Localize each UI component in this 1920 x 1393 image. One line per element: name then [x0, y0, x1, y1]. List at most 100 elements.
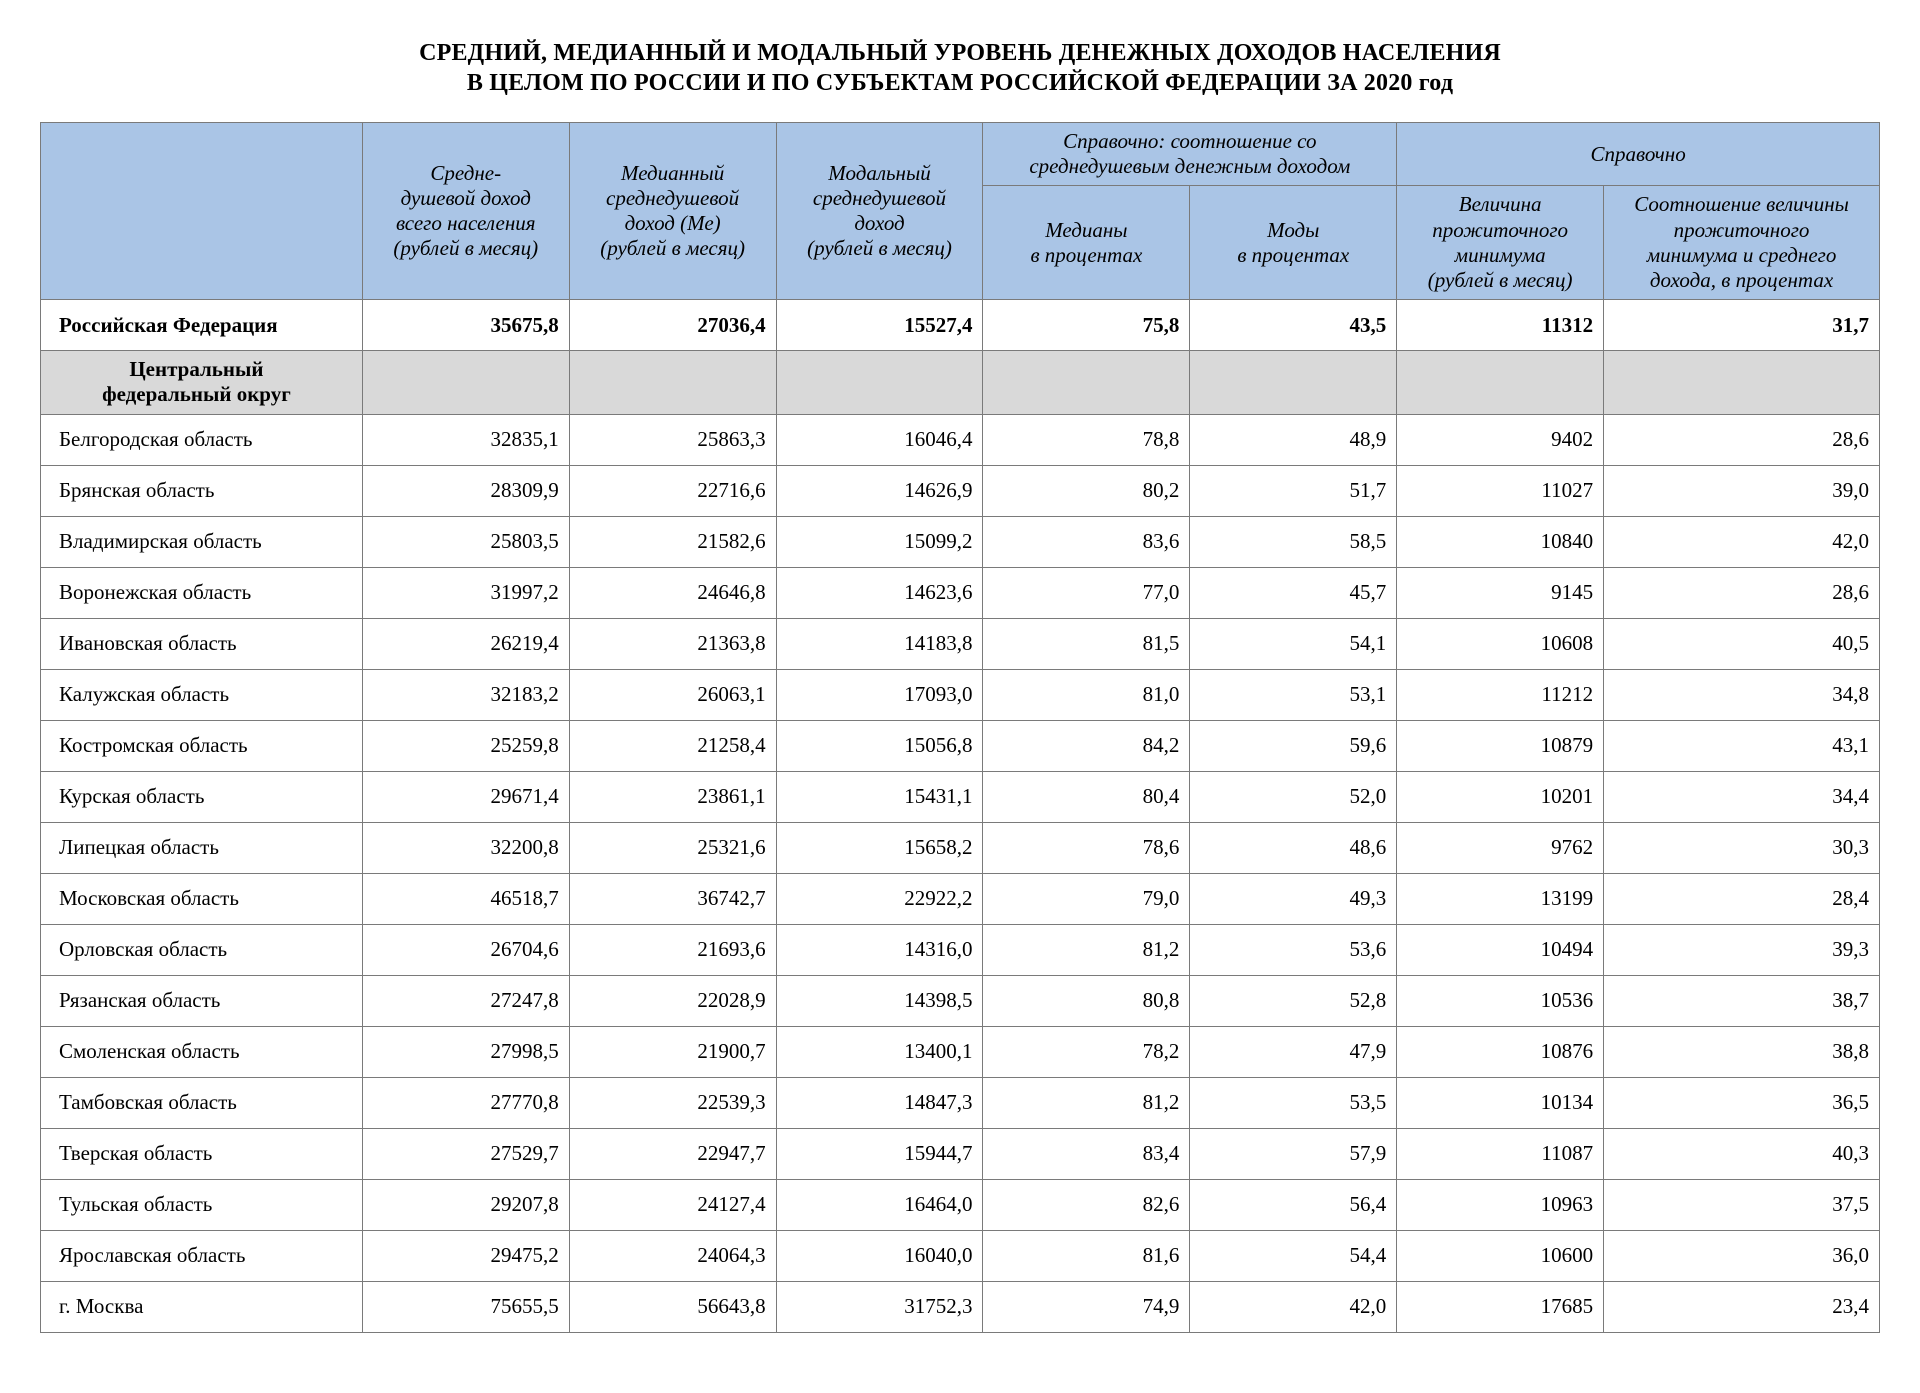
cell-median: 56643,8 [569, 1281, 776, 1332]
table-row: Тверская область27529,722947,715944,783,… [41, 1128, 1880, 1179]
cell-median: 21693,6 [569, 924, 776, 975]
cell-ratio-median: 79,0 [983, 873, 1190, 924]
cell-ratio-median: 78,6 [983, 822, 1190, 873]
table-row: Воронежская область31997,224646,814623,6… [41, 567, 1880, 618]
cell-median: 21258,4 [569, 720, 776, 771]
total-median: 27036,4 [569, 300, 776, 351]
cell-ratio-mode: 57,9 [1190, 1128, 1397, 1179]
cell-ratio-median: 81,2 [983, 1077, 1190, 1128]
section-row: Центральныйфедеральный округ [41, 351, 1880, 414]
region-name: Курская область [41, 771, 363, 822]
th-average-income: Средне-душевой доходвсего населения(рубл… [362, 123, 569, 300]
region-name: Белгородская область [41, 414, 363, 465]
cell-ratio-median: 81,0 [983, 669, 1190, 720]
th-reference-group: Справочно [1397, 123, 1880, 186]
total-avg: 35675,8 [362, 300, 569, 351]
cell-min-ratio: 38,8 [1604, 1026, 1880, 1077]
cell-ratio-mode: 58,5 [1190, 516, 1397, 567]
th-modal-income: Модальныйсреднедушевойдоход(рублей в мес… [776, 123, 983, 300]
cell-avg: 27529,7 [362, 1128, 569, 1179]
table-row: Курская область29671,423861,115431,180,4… [41, 771, 1880, 822]
section-empty-cell [1190, 351, 1397, 414]
cell-avg: 29671,4 [362, 771, 569, 822]
cell-median: 25863,3 [569, 414, 776, 465]
cell-ratio-mode: 59,6 [1190, 720, 1397, 771]
table-row: Орловская область26704,621693,614316,081… [41, 924, 1880, 975]
cell-modal: 16464,0 [776, 1179, 983, 1230]
cell-avg: 32835,1 [362, 414, 569, 465]
title-line-1: СРЕДНИЙ, МЕДИАННЫЙ И МОДАЛЬНЫЙ УРОВЕНЬ Д… [419, 40, 1501, 66]
cell-ratio-mode: 48,6 [1190, 822, 1397, 873]
cell-ratio-median: 80,2 [983, 465, 1190, 516]
cell-min: 9762 [1397, 822, 1604, 873]
cell-min: 11087 [1397, 1128, 1604, 1179]
cell-ratio-median: 74,9 [983, 1281, 1190, 1332]
cell-min-ratio: 38,7 [1604, 975, 1880, 1026]
cell-avg: 27247,8 [362, 975, 569, 1026]
total-min: 11312 [1397, 300, 1604, 351]
section-empty-cell [1604, 351, 1880, 414]
table-row: Смоленская область27998,521900,713400,17… [41, 1026, 1880, 1077]
cell-min: 10536 [1397, 975, 1604, 1026]
cell-avg: 32200,8 [362, 822, 569, 873]
cell-min: 10201 [1397, 771, 1604, 822]
cell-ratio-median: 81,2 [983, 924, 1190, 975]
cell-ratio-mode: 53,5 [1190, 1077, 1397, 1128]
region-name: Воронежская область [41, 567, 363, 618]
income-table: Средне-душевой доходвсего населения(рубл… [40, 122, 1880, 1333]
cell-avg: 27770,8 [362, 1077, 569, 1128]
region-name: Тамбовская область [41, 1077, 363, 1128]
cell-modal: 15658,2 [776, 822, 983, 873]
cell-median: 26063,1 [569, 669, 776, 720]
cell-modal: 14316,0 [776, 924, 983, 975]
section-empty-cell [1397, 351, 1604, 414]
cell-min-ratio: 37,5 [1604, 1179, 1880, 1230]
region-name: Тульская область [41, 1179, 363, 1230]
th-ratio-median: Медианыв процентах [983, 186, 1190, 300]
cell-modal: 22922,2 [776, 873, 983, 924]
cell-ratio-median: 81,6 [983, 1230, 1190, 1281]
cell-modal: 17093,0 [776, 669, 983, 720]
cell-min: 13199 [1397, 873, 1604, 924]
cell-min-ratio: 39,0 [1604, 465, 1880, 516]
document-page: СРЕДНИЙ, МЕДИАННЫЙ И МОДАЛЬНЫЙ УРОВЕНЬ Д… [0, 0, 1920, 1393]
cell-ratio-median: 84,2 [983, 720, 1190, 771]
cell-median: 21582,6 [569, 516, 776, 567]
cell-min: 11212 [1397, 669, 1604, 720]
cell-ratio-median: 83,6 [983, 516, 1190, 567]
cell-min-ratio: 30,3 [1604, 822, 1880, 873]
cell-ratio-median: 80,4 [983, 771, 1190, 822]
region-name: Брянская область [41, 465, 363, 516]
table-row: Рязанская область27247,822028,914398,580… [41, 975, 1880, 1026]
section-empty-cell [362, 351, 569, 414]
cell-ratio-mode: 45,7 [1190, 567, 1397, 618]
cell-modal: 15431,1 [776, 771, 983, 822]
cell-ratio-median: 78,2 [983, 1026, 1190, 1077]
cell-modal: 14398,5 [776, 975, 983, 1026]
cell-min: 10840 [1397, 516, 1604, 567]
section-empty-cell [776, 351, 983, 414]
cell-ratio-mode: 47,9 [1190, 1026, 1397, 1077]
page-title: СРЕДНИЙ, МЕДИАННЫЙ И МОДАЛЬНЫЙ УРОВЕНЬ Д… [40, 38, 1880, 98]
th-ratio-mode: Модыв процентах [1190, 186, 1397, 300]
cell-avg: 25259,8 [362, 720, 569, 771]
table-row: Липецкая область32200,825321,615658,278,… [41, 822, 1880, 873]
cell-avg: 46518,7 [362, 873, 569, 924]
cell-median: 24646,8 [569, 567, 776, 618]
cell-modal: 13400,1 [776, 1026, 983, 1077]
table-row: Тульская область29207,824127,416464,082,… [41, 1179, 1880, 1230]
cell-median: 21363,8 [569, 618, 776, 669]
th-median-income: Медианныйсреднедушевойдоход (Ме)(рублей … [569, 123, 776, 300]
region-name: Ивановская область [41, 618, 363, 669]
cell-modal: 16046,4 [776, 414, 983, 465]
cell-avg: 26219,4 [362, 618, 569, 669]
region-name: Тверская область [41, 1128, 363, 1179]
cell-median: 22539,3 [569, 1077, 776, 1128]
table-row: г. Москва75655,556643,831752,374,942,017… [41, 1281, 1880, 1332]
cell-modal: 14623,6 [776, 567, 983, 618]
cell-avg: 27998,5 [362, 1026, 569, 1077]
cell-avg: 75655,5 [362, 1281, 569, 1332]
cell-modal: 31752,3 [776, 1281, 983, 1332]
cell-ratio-mode: 53,1 [1190, 669, 1397, 720]
table-row: Белгородская область32835,125863,316046,… [41, 414, 1880, 465]
